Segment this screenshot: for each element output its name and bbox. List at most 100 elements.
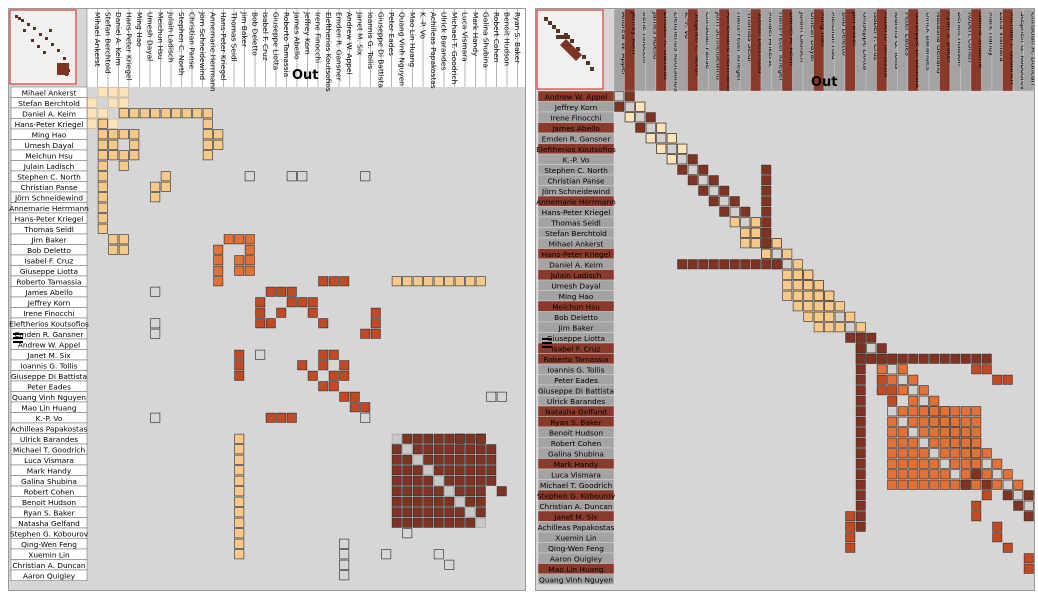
matrix-cell[interactable] xyxy=(855,406,866,417)
matrix-cell[interactable] xyxy=(981,479,992,490)
matrix-cell[interactable] xyxy=(960,353,971,364)
matrix-cell[interactable] xyxy=(1023,511,1034,522)
matrix-cell[interactable] xyxy=(981,469,992,480)
column-label-thomas-seidl[interactable]: Thomas Seidl xyxy=(746,11,755,62)
row-label-ioannis-g-tollis[interactable]: Ioannis G. Tollis xyxy=(20,361,77,370)
matrix-cell[interactable] xyxy=(971,353,982,364)
column-label-k-p-vo[interactable]: K.-P. Vo xyxy=(683,12,692,39)
matrix-cell[interactable] xyxy=(950,458,961,469)
matrix-cell[interactable] xyxy=(454,276,465,287)
matrix-cell[interactable] xyxy=(286,297,297,308)
matrix-cell[interactable] xyxy=(855,500,866,511)
matrix-cell[interactable] xyxy=(750,259,761,270)
row-label-robert-cohen[interactable]: Robert Cohen xyxy=(24,487,75,496)
matrix-cell[interactable] xyxy=(950,353,961,364)
matrix-cell[interactable] xyxy=(740,206,751,217)
row-label-k-p-vo[interactable]: K.-P. Vo xyxy=(563,155,590,164)
matrix-cell[interactable] xyxy=(423,486,434,497)
matrix-cell[interactable] xyxy=(108,97,119,108)
matrix-cell[interactable] xyxy=(939,448,950,459)
matrix-cell[interactable] xyxy=(981,458,992,469)
matrix-cell[interactable] xyxy=(150,108,161,119)
row-label-mihael-ankerst[interactable]: Mihael Ankerst xyxy=(549,239,604,248)
row-label-irene-finocchi[interactable]: Irene Finocchi xyxy=(23,309,74,318)
matrix-cell[interactable] xyxy=(908,479,919,490)
matrix-cell[interactable] xyxy=(992,458,1003,469)
column-label-giuseppe-liotta[interactable]: Giuseppe Liotta xyxy=(861,12,870,70)
matrix-cell[interactable] xyxy=(160,108,171,119)
row-label-mihael-ankerst[interactable]: Mihael Ankerst xyxy=(22,88,77,97)
matrix-cell[interactable] xyxy=(475,433,486,444)
matrix-cell[interactable] xyxy=(213,244,224,255)
matrix-cell[interactable] xyxy=(971,500,982,511)
matrix-cell[interactable] xyxy=(370,307,381,318)
matrix-cell[interactable] xyxy=(939,479,950,490)
matrix-cell[interactable] xyxy=(855,353,866,364)
matrix-cell[interactable] xyxy=(677,164,688,175)
matrix-cell[interactable] xyxy=(813,322,824,333)
row-label-jeffrey-korn[interactable]: Jeffrey Korn xyxy=(554,103,598,112)
matrix-cell[interactable] xyxy=(391,433,402,444)
matrix-cell[interactable] xyxy=(908,448,919,459)
row-label-ryan-s-baker[interactable]: Ryan S. Baker xyxy=(550,418,602,427)
matrix-cell[interactable] xyxy=(402,528,413,539)
matrix-cell[interactable] xyxy=(444,444,455,455)
matrix-cell[interactable] xyxy=(929,469,940,480)
column-label-christian-a-duncan[interactable]: Christian A. Duncan xyxy=(1029,12,1035,86)
matrix-cell[interactable] xyxy=(118,150,129,161)
matrix-cell[interactable] xyxy=(307,297,318,308)
row-label-galina-shubina[interactable]: Galina Shubina xyxy=(548,449,604,458)
row-label-giuseppe-di-battista[interactable]: Giuseppe Di Battista xyxy=(11,372,87,381)
matrix-cell[interactable] xyxy=(118,244,129,255)
matrix-cell[interactable] xyxy=(708,196,719,207)
matrix-cell[interactable] xyxy=(687,175,698,186)
matrix-cell[interactable] xyxy=(950,437,961,448)
matrix-cell[interactable] xyxy=(971,427,982,438)
matrix-cell[interactable] xyxy=(929,406,940,417)
matrix-cell[interactable] xyxy=(908,427,919,438)
matrix-cell[interactable] xyxy=(792,290,803,301)
matrix-cell[interactable] xyxy=(740,259,751,270)
matrix-cell[interactable] xyxy=(677,143,688,154)
matrix-cell[interactable] xyxy=(318,318,329,329)
matrix-cell[interactable] xyxy=(876,385,887,396)
column-label-meichun-hsu[interactable]: Meichun Hsu xyxy=(830,12,839,60)
row-label-andrew-w-appel[interactable]: Andrew W. Appel xyxy=(18,340,80,349)
matrix-cell[interactable] xyxy=(708,175,719,186)
matrix-cell[interactable] xyxy=(897,353,908,364)
column-label-natasha-gelfand[interactable]: Natasha Gelfand xyxy=(935,12,944,74)
matrix-cell[interactable] xyxy=(391,276,402,287)
matrix-cell[interactable] xyxy=(423,475,434,486)
matrix-cell[interactable] xyxy=(897,385,908,396)
row-label-annemarie-herrmann[interactable]: Annemarie Herrmann xyxy=(9,204,89,213)
matrix-cell[interactable] xyxy=(444,454,455,465)
column-label-mihael-ankerst[interactable]: Mihael Ankerst xyxy=(767,12,776,67)
row-label-michael-t-goodrich[interactable]: Michael T. Goodrich xyxy=(13,445,86,454)
matrix-cell[interactable] xyxy=(918,385,929,396)
row-label-natasha-gelfand[interactable]: Natasha Gelfand xyxy=(545,407,607,416)
matrix-cell[interactable] xyxy=(97,150,108,161)
matrix-cell[interactable] xyxy=(276,412,287,423)
matrix-cell[interactable] xyxy=(118,97,129,108)
matrix-cell[interactable] xyxy=(698,175,709,186)
matrix-cell[interactable] xyxy=(234,496,245,507)
matrix-cell[interactable] xyxy=(213,276,224,287)
matrix-cell[interactable] xyxy=(402,444,413,455)
row-label-annemarie-herrmann[interactable]: Annemarie Herrmann xyxy=(536,197,616,206)
column-label-daniel-a-keim[interactable]: Daniel A. Keim xyxy=(788,12,797,66)
matrix-cell[interactable] xyxy=(918,469,929,480)
matrix-cell[interactable] xyxy=(423,507,434,518)
column-label-natasha-gelfand[interactable]: Natasha Gelfand xyxy=(523,12,526,74)
matrix-cell[interactable] xyxy=(855,427,866,438)
row-label-giuseppe-di-battista[interactable]: Giuseppe Di Battista xyxy=(538,386,614,395)
matrix-cell[interactable] xyxy=(423,433,434,444)
matrix-cell[interactable] xyxy=(339,360,350,371)
matrix-cell[interactable] xyxy=(150,192,161,203)
matrix-cell[interactable] xyxy=(803,280,814,291)
row-label-stefan-berchtold[interactable]: Stefan Berchtold xyxy=(545,229,607,238)
matrix-cell[interactable] xyxy=(202,108,213,119)
matrix-cell[interactable] xyxy=(202,118,213,129)
matrix-cell[interactable] xyxy=(740,238,751,249)
matrix-cell[interactable] xyxy=(750,217,761,228)
matrix-cell[interactable] xyxy=(834,311,845,322)
